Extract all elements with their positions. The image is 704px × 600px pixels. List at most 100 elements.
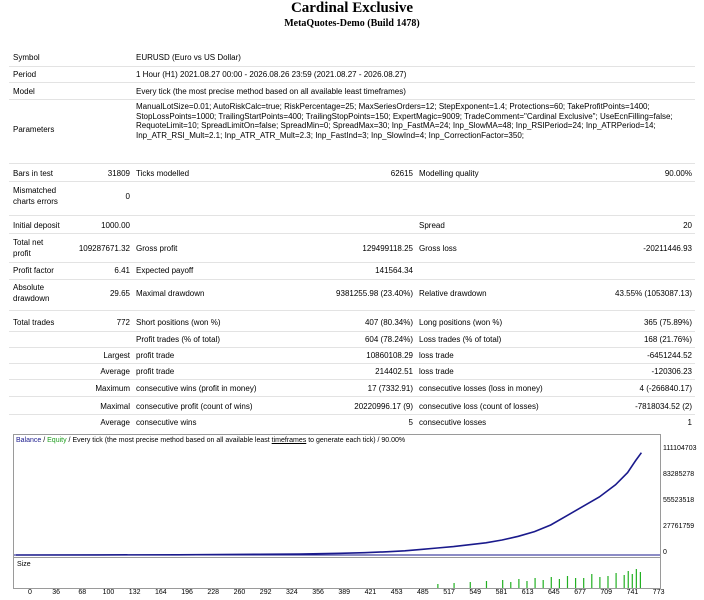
quality-value: 90.00% (664, 169, 692, 178)
largest-profit-label: profit trade (136, 351, 175, 360)
size-bar (437, 584, 439, 588)
x-tick-label: 517 (443, 589, 455, 596)
parameters-value: ManualLotSize=0.01; AutoRiskCalc=true; R… (136, 102, 673, 140)
x-tick-label: 68 (78, 589, 87, 596)
mismatch-value: 0 (125, 192, 130, 201)
x-tick-label: 292 (259, 589, 272, 596)
size-bar (631, 574, 633, 588)
max-cons-losses-label: consecutive losses (loss in money) (419, 384, 543, 393)
row-divider (9, 215, 695, 216)
y-tick-label: 83285278 (663, 471, 695, 479)
report-subtitle: MetaQuotes-Demo (Build 1478) (284, 18, 420, 29)
x-tick-label: 581 (495, 589, 508, 596)
x-tick-label: 356 (312, 589, 324, 596)
x-tick-label: 741 (626, 589, 639, 596)
maximal-cons-loss-label: consecutive loss (count of losses) (419, 402, 539, 411)
ticks-value: 62615 (390, 169, 413, 178)
avg-cons-wins-value: 5 (408, 418, 413, 427)
legend-balance: Balance (16, 437, 42, 444)
ticks-label: Ticks modelled (136, 169, 190, 178)
maximal-label: Maximal (100, 402, 130, 411)
row-divider (9, 347, 695, 348)
deposit-label: Initial deposit (13, 221, 60, 230)
largest-profit-value: 10860108.29 (366, 351, 413, 360)
row-divider (9, 396, 695, 397)
row-divider (9, 99, 695, 100)
largest-label: Largest (103, 351, 130, 360)
netprofit-value: 109287671.32 (78, 244, 130, 253)
loss-trades-value: 168 (21.76%) (643, 335, 692, 344)
size-bar (627, 571, 629, 588)
balance-chart-svg (14, 452, 660, 556)
mismatch-label-2: charts errors (13, 197, 58, 206)
reldd-value: 43.55% (1053087.13) (615, 289, 692, 298)
size-bar (635, 569, 637, 588)
average-loss-label: loss trade (419, 367, 454, 376)
row-divider (9, 233, 695, 234)
symbol-value: EURUSD (Euro vs US Dollar) (136, 53, 241, 62)
spread-value: 20 (683, 221, 692, 230)
x-tick-label: 421 (364, 589, 377, 596)
size-bar (550, 577, 552, 588)
size-bar (485, 581, 488, 588)
balance-chart (13, 434, 661, 562)
row-divider (9, 279, 695, 280)
model-label: Model (13, 87, 35, 96)
size-bar (542, 580, 544, 588)
size-bar (502, 580, 504, 588)
x-tick-label: 613 (521, 589, 534, 596)
row-divider (9, 310, 695, 311)
maximal-cons-profit-value: 20220996.17 (9) (354, 402, 413, 411)
size-bar (558, 579, 560, 588)
bars-value: 31809 (107, 169, 130, 178)
period-value: 1 Hour (H1) 2021.08.27 00:00 - 2026.08.2… (136, 70, 407, 79)
row-divider (9, 331, 695, 332)
x-tick-label: 100 (102, 589, 115, 596)
size-bar (639, 572, 641, 588)
chart-legend: Balance / Equity / Every tick (the most … (16, 437, 405, 444)
size-bar (453, 583, 455, 588)
size-bar (526, 581, 528, 588)
x-tick-label: 196 (181, 589, 193, 596)
x-tick-label: 389 (338, 589, 351, 596)
size-bar (607, 576, 609, 588)
profit-trades-label: Profit trades (% of total) (136, 335, 221, 344)
size-chart: Size (13, 557, 661, 589)
grossloss-value: -20211446.93 (643, 244, 692, 253)
max-cons-wins-label: consecutive wins (profit in money) (136, 384, 257, 393)
x-tick-label: 0 (28, 589, 32, 596)
x-tick-label: 549 (469, 589, 482, 596)
max-cons-wins-value: 17 (7332.91) (367, 384, 413, 393)
x-tick-label: 709 (600, 589, 613, 596)
size-bar (566, 576, 569, 588)
row-divider (9, 66, 695, 67)
avg-cons-losses-label: consecutive losses (419, 418, 487, 427)
legend-quality-text: to generate each tick) / 90.00% (306, 437, 406, 444)
absdd-label-1: Absolute (13, 283, 45, 292)
size-bar (518, 579, 520, 588)
grossloss-label: Gross loss (419, 244, 457, 253)
x-tick-label: 677 (574, 589, 586, 596)
avg-cons-wins-label: consecutive wins (136, 418, 197, 427)
max-cons-losses-value: 4 (-266840.17) (639, 384, 692, 393)
size-bar (599, 577, 601, 588)
absdd-label-2: drawdown (13, 294, 50, 303)
y-tick-label: 111104703 (663, 445, 697, 452)
size-bar (510, 582, 512, 588)
size-bar (534, 578, 536, 588)
y-tick-label: 27761759 (663, 523, 695, 530)
row-divider (9, 163, 695, 164)
maximal-cons-profit-label: consecutive profit (count of wins) (136, 402, 253, 411)
size-chart-svg (437, 569, 641, 588)
pf-value: 6.41 (114, 266, 130, 275)
y-tick-label: 55523518 (663, 497, 695, 505)
symbol-label: Symbol (13, 53, 40, 62)
balance-line (15, 452, 643, 556)
legend-model-link: timeframes (271, 437, 307, 444)
x-tick-label: 228 (207, 589, 220, 596)
size-bar (623, 575, 625, 588)
netprofit-label-1: Total net (13, 238, 44, 247)
x-tick-label: 260 (233, 589, 246, 596)
average-loss-value: -120306.23 (651, 367, 692, 376)
largest-loss-label: loss trade (419, 351, 454, 360)
